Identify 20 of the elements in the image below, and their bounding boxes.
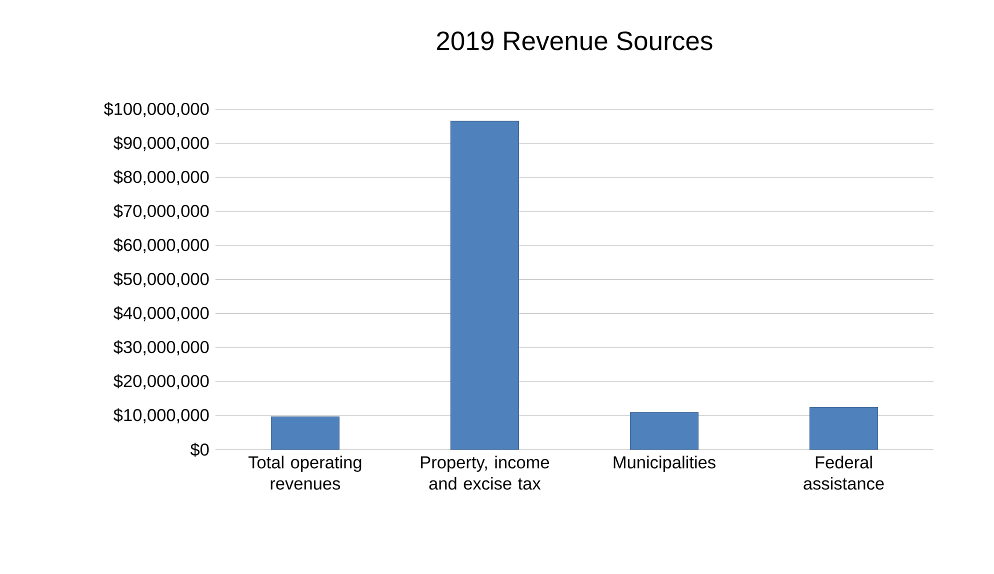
y-tick-label: $0	[190, 442, 209, 457]
y-tick-label: $20,000,000	[114, 374, 209, 389]
y-tick-label: $50,000,000	[114, 272, 209, 287]
bar	[270, 416, 340, 450]
y-tick-label: $90,000,000	[114, 136, 209, 151]
x-tick-label: Municipalities	[614, 456, 716, 472]
x-tick-label: Total operating revenues	[248, 456, 362, 490]
x-tick-label: Federal assistance	[804, 456, 884, 490]
bar	[809, 406, 878, 450]
y-tick-label: $100,000,000	[104, 102, 209, 117]
bar	[450, 120, 519, 450]
y-tick-label: $40,000,000	[114, 306, 209, 321]
bar	[630, 412, 699, 450]
y-tick-label: $60,000,000	[114, 238, 209, 253]
x-tick-label: Property, income and excise tax	[421, 456, 550, 490]
y-tick-label: $10,000,000	[114, 408, 209, 424]
y-tick-label: $70,000,000	[114, 204, 209, 219]
y-tick-label: $80,000,000	[114, 170, 209, 185]
chart-title: 2019 Revenue Sources	[436, 31, 712, 50]
y-tick-label: $30,000,000	[114, 340, 209, 355]
